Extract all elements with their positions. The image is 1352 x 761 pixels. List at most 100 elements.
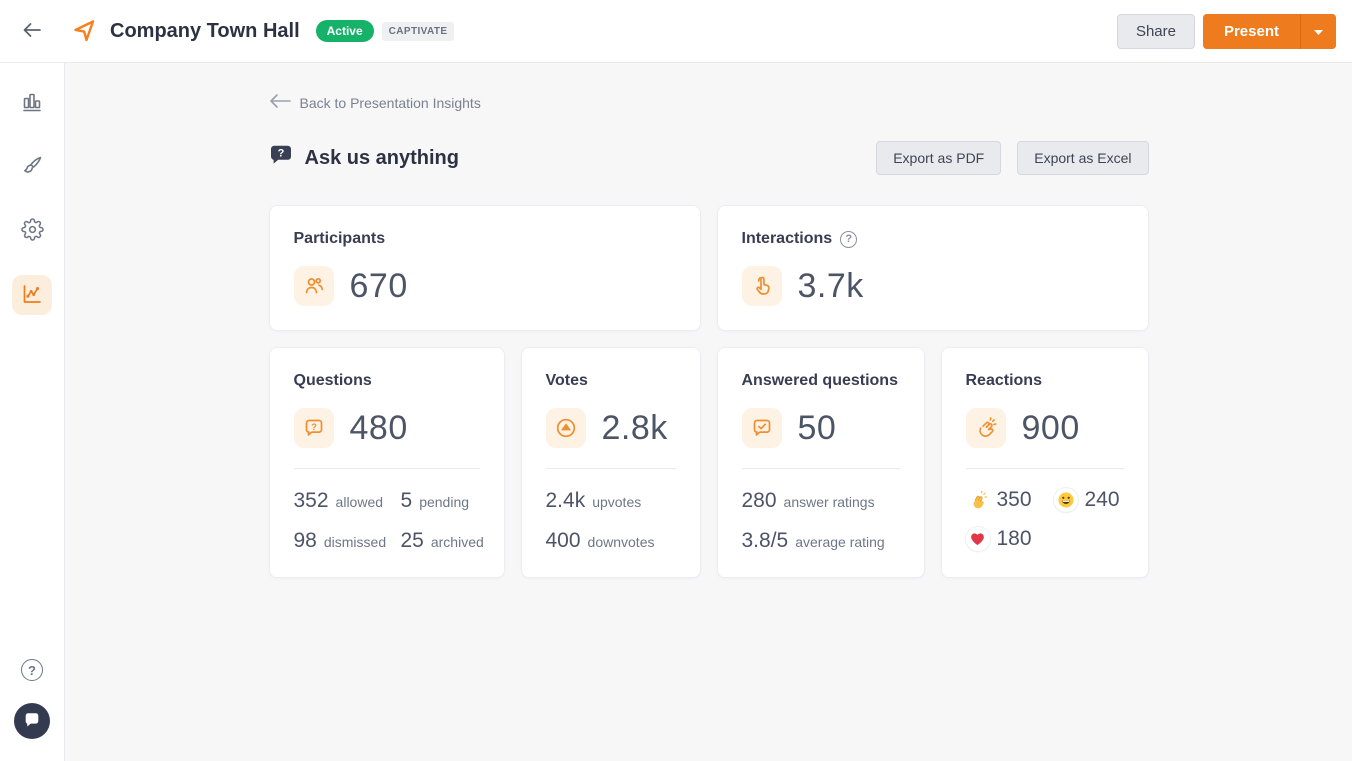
stat-label: allowed — [335, 494, 384, 510]
stat-value: 180 — [996, 527, 1032, 550]
tap-icon — [741, 266, 782, 306]
stats-row-2: Questions ? 480 352 allowed — [268, 347, 1149, 578]
stat-value: 350 — [996, 488, 1032, 511]
sidebar: ? — [0, 63, 65, 761]
left-arrow-icon — [269, 93, 291, 112]
interactions-card: Interactions ? 3.7k — [716, 205, 1149, 331]
stat-value: 280 — [741, 489, 777, 512]
topbar: Company Town Hall Active CAPTIVATE Share… — [0, 0, 1352, 63]
divider — [293, 468, 480, 469]
stat-value: 240 — [1084, 488, 1120, 511]
stat-heart-reactions: 180 — [965, 527, 1054, 551]
stat-label: answer ratings — [783, 494, 875, 510]
present-button[interactable]: Present — [1202, 13, 1300, 49]
qa-bubble-icon: ? — [269, 144, 293, 172]
main-content: Back to Presentation Insights ? Ask us a… — [65, 0, 1352, 578]
people-icon — [293, 266, 334, 306]
present-dropdown-button[interactable] — [1300, 13, 1336, 49]
present-button-group: Present — [1202, 13, 1336, 49]
answered-questions-card: Answered questions 50 280 answer — [716, 347, 925, 578]
stat-upvotes: 2.4k upvotes — [546, 489, 676, 513]
sidebar-item-polls[interactable] — [12, 83, 52, 123]
stats-row-1: Participants 670 Inte — [268, 205, 1149, 331]
participants-card: Participants 670 — [268, 205, 701, 331]
votes-card: Votes 2.8k 2.4k upvotes — [520, 347, 701, 578]
chevron-down-icon — [1313, 24, 1324, 39]
divider — [741, 468, 900, 469]
topbar-actions: Share Present — [1116, 13, 1336, 49]
stat-label: downvotes — [587, 534, 655, 550]
clap-emoji — [966, 488, 990, 512]
sidebar-item-analytics[interactable] — [12, 275, 52, 315]
stat-value: 98 — [293, 529, 317, 552]
stat-clap-reactions: 350 — [966, 488, 1054, 512]
page-title: Ask us anything — [304, 146, 459, 169]
stat-dismissed: 98 dismissed — [294, 529, 401, 553]
back-link-label: Back to Presentation Insights — [299, 94, 481, 111]
stat-value: 25 — [400, 529, 424, 552]
heart-emoji — [965, 527, 990, 551]
svg-text:?: ? — [277, 148, 284, 160]
sidebar-item-theme[interactable] — [12, 147, 52, 187]
stat-value: 5 — [400, 489, 413, 512]
stat-label: dismissed — [323, 534, 387, 550]
stat-label: upvotes — [592, 494, 642, 510]
reactions-card-title: Reactions — [965, 372, 1042, 389]
status-badge: Active — [315, 20, 374, 42]
questions-card-title: Questions — [293, 372, 372, 389]
stat-downvotes: 400 downvotes — [546, 529, 676, 553]
back-button[interactable] — [16, 15, 48, 47]
back-arrow-icon — [20, 18, 44, 45]
clap-icon — [965, 408, 1006, 448]
participants-value: 670 — [349, 266, 408, 305]
svg-text:?: ? — [311, 422, 317, 433]
answered-value: 50 — [797, 408, 837, 447]
votes-value: 2.8k — [601, 408, 668, 447]
interactions-help-icon[interactable]: ? — [840, 230, 858, 248]
stat-pending: 5 pending — [401, 489, 484, 513]
question-mark-icon: ? — [28, 662, 36, 678]
page-title-row: ? Ask us anything Export as PDF Export a… — [269, 141, 1149, 175]
stat-allowed: 352 allowed — [294, 489, 401, 513]
divider — [545, 468, 676, 469]
upvote-circle-icon — [545, 408, 586, 448]
help-button[interactable]: ? — [21, 659, 43, 681]
brand-badge: CAPTIVATE — [381, 21, 455, 41]
stat-archived: 25 archived — [401, 529, 484, 553]
analytics-icon — [20, 282, 44, 309]
share-button[interactable]: Share — [1116, 13, 1195, 49]
chat-bubble-icon — [23, 711, 41, 732]
export-buttons: Export as PDF Export as Excel — [876, 141, 1149, 175]
chat-launcher-button[interactable] — [14, 703, 50, 739]
stat-label: average rating — [795, 534, 885, 550]
reactions-card: Reactions 900 — [940, 347, 1149, 578]
paintbrush-icon — [20, 154, 44, 181]
questions-value: 480 — [349, 408, 408, 447]
interactions-value: 3.7k — [797, 266, 864, 305]
stat-label: archived — [430, 534, 484, 550]
stat-answer-ratings: 280 answer ratings — [742, 489, 900, 513]
export-excel-button[interactable]: Export as Excel — [1017, 141, 1149, 175]
divider — [965, 468, 1124, 469]
questions-card: Questions ? 480 352 allowed — [268, 347, 505, 578]
stat-average-rating: 3.8/5 average rating — [742, 529, 900, 553]
interactions-card-title: Interactions — [741, 230, 833, 247]
grin-emoji — [1053, 488, 1078, 512]
reactions-value: 900 — [1021, 408, 1080, 447]
participants-card-title: Participants — [293, 230, 386, 247]
answered-bubble-icon — [741, 408, 782, 448]
sidebar-item-settings[interactable] — [12, 211, 52, 251]
stat-value: 400 — [545, 529, 581, 552]
question-bubble-icon: ? — [293, 408, 334, 448]
export-pdf-button[interactable]: Export as PDF — [876, 141, 1002, 175]
stat-label: pending — [419, 494, 470, 510]
bar-chart-icon — [20, 90, 44, 117]
gear-icon — [20, 218, 44, 244]
stat-value: 352 — [293, 489, 329, 512]
votes-card-title: Votes — [545, 372, 588, 389]
stat-value: 2.4k — [545, 489, 586, 512]
slido-logo-icon — [72, 18, 96, 44]
back-to-insights-link[interactable]: Back to Presentation Insights — [269, 93, 481, 112]
stat-value: 3.8/5 — [741, 529, 789, 552]
event-title: Company Town Hall — [110, 19, 300, 42]
